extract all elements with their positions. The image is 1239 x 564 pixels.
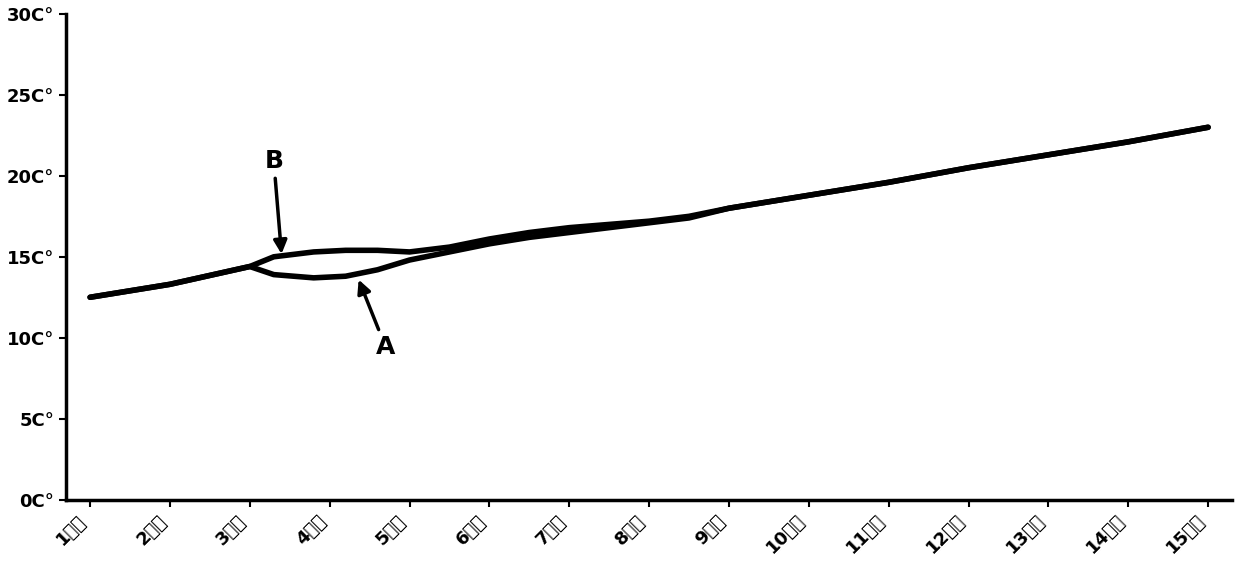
- Text: B: B: [264, 149, 286, 250]
- Text: A: A: [359, 283, 395, 359]
